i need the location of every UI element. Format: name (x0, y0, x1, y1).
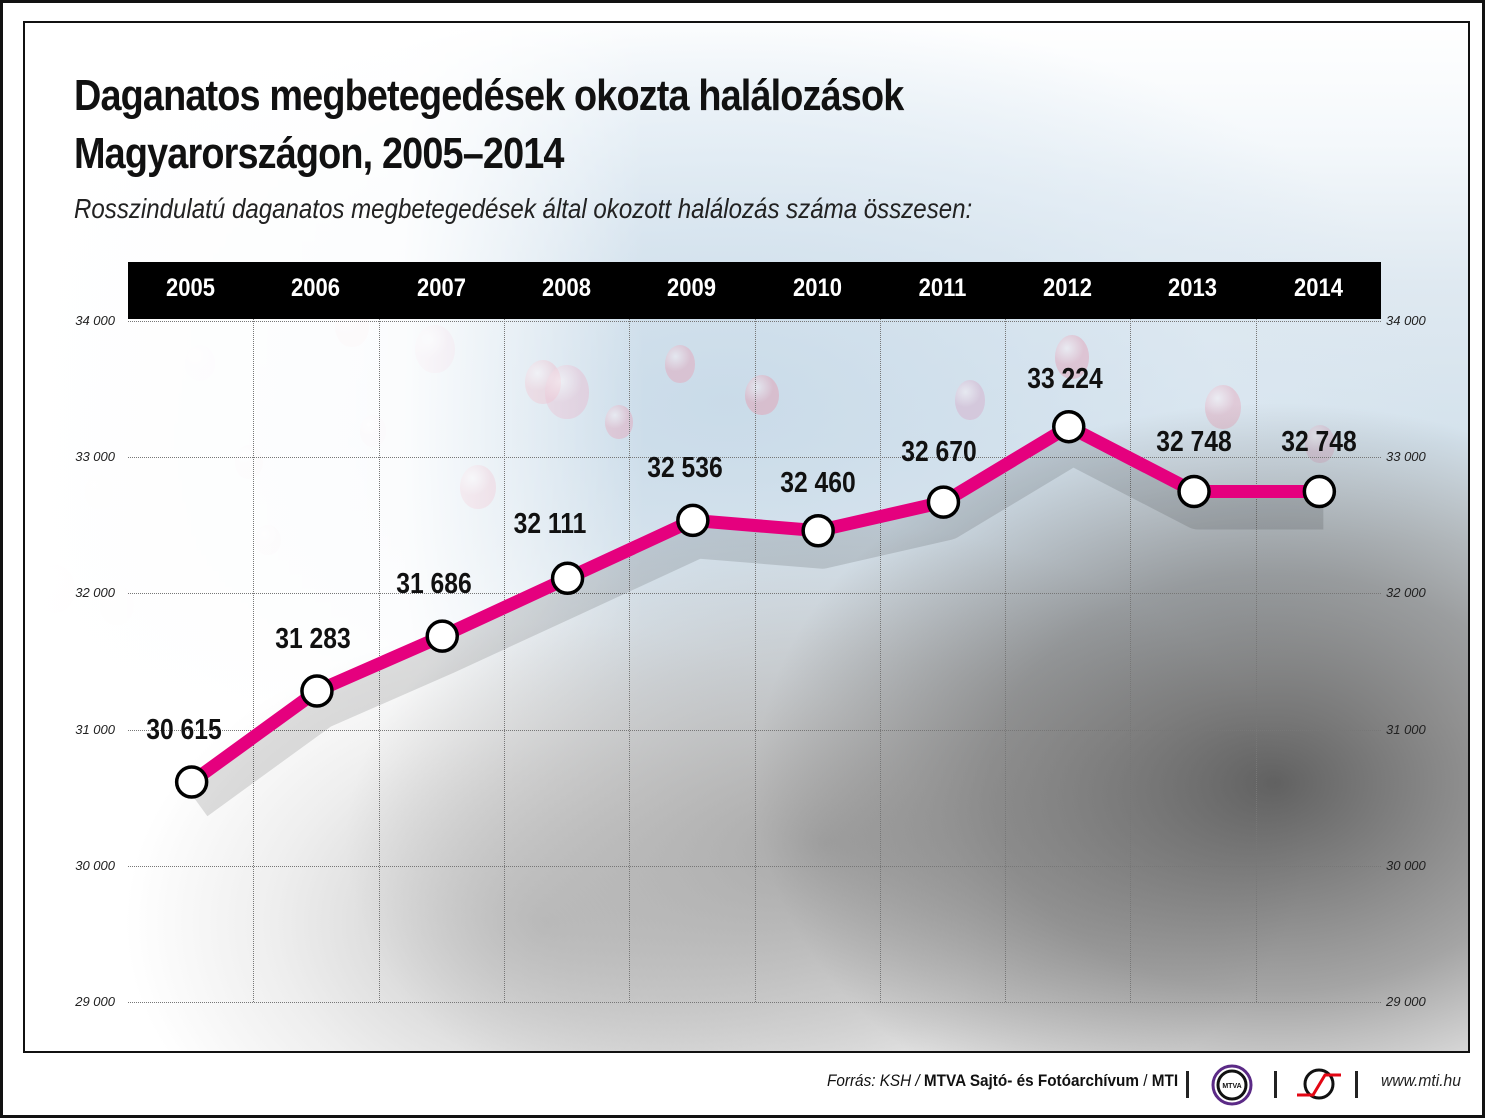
separator-bar (1186, 1071, 1189, 1098)
year-label-2013: 2013 (1168, 274, 1218, 302)
source-separator: / (1138, 1071, 1152, 1090)
website-url[interactable]: www.mti.hu (1381, 1071, 1461, 1090)
y-tick-label-right: 33 000 (1386, 449, 1426, 465)
y-tick-label-right: 31 000 (1386, 721, 1426, 737)
data-label-2009: 32 536 (647, 452, 723, 485)
y-tick-label-left: 30 000 (75, 857, 115, 873)
year-label-2014: 2014 (1293, 274, 1343, 302)
data-point-2008[interactable] (550, 561, 585, 596)
data-line (187, 419, 1320, 788)
data-label-2012: 33 224 (1027, 362, 1103, 395)
data-point-2007[interactable] (425, 619, 459, 653)
v-gridline (629, 319, 631, 1002)
y-tick-label-left: 32 000 (75, 585, 115, 601)
svg-text:MTVA: MTVA (1222, 1083, 1241, 1090)
data-label-2014: 32 748 (1281, 425, 1358, 458)
y-tick-label-left: 34 000 (75, 313, 115, 328)
x-axis-year-bar: 2005 2006 2007 2008 2009 2010 2011 2012 2013 2014 (128, 262, 1381, 319)
separator-bar (1274, 1071, 1277, 1098)
data-label-2006: 31 283 (275, 623, 351, 656)
data-point-2009[interactable] (676, 503, 710, 538)
data-point-2014[interactable] (1302, 474, 1337, 509)
surgery-photo-background (25, 23, 1468, 1051)
y-tick-label-left: 33 000 (75, 449, 115, 465)
y-tick-label-left: 29 000 (75, 994, 115, 1009)
y-tick-label-left: 31 000 (75, 721, 115, 737)
source-mti: MTI (1151, 1071, 1178, 1090)
mti-logo-icon (1297, 1068, 1341, 1100)
data-point-2006[interactable] (300, 674, 334, 708)
year-label-2012: 2012 (1043, 274, 1093, 302)
data-point-2011[interactable] (926, 485, 961, 519)
source-archive: MTVA Sajtó- és Fotóarchívum (923, 1071, 1139, 1090)
v-gridline (879, 319, 881, 1002)
data-label-2011: 32 670 (901, 436, 978, 469)
separator-bar (1355, 1071, 1358, 1098)
line-plot (174, 409, 1337, 817)
v-gridline (754, 319, 756, 1002)
year-label-2010: 2010 (792, 274, 842, 302)
data-label-2010: 32 460 (780, 466, 856, 499)
data-point-2013[interactable] (1177, 474, 1211, 509)
y-tick-label-right: 34 000 (1386, 313, 1426, 328)
year-label-2005: 2005 (166, 274, 215, 302)
v-gridline (253, 319, 255, 1002)
y-tick-label-right: 30 000 (1386, 857, 1426, 873)
source-prefix: Forrás: KSH / (826, 1071, 924, 1090)
year-label-2009: 2009 (667, 274, 717, 302)
v-gridline (1130, 319, 1132, 1002)
title-line-2: Magyarországon, 2005–2014 (74, 129, 564, 178)
chart-subtitle: Rosszindulatú daganatos megbetegedések á… (74, 193, 973, 224)
chart-title: Daganatos megbetegedések okozta halálozá… (74, 67, 1106, 183)
year-label-2008: 2008 (541, 274, 591, 302)
year-label-2011: 2011 (918, 274, 967, 302)
v-gridline (1255, 319, 1257, 1002)
mtva-logo-icon: MTVA (1211, 1064, 1253, 1106)
chart-panel: Daganatos megbetegedések okozta halálozá… (23, 21, 1470, 1053)
data-label-2005: 30 615 (145, 714, 222, 747)
line-shadow (183, 424, 1324, 817)
data-label-2008: 32 111 (513, 508, 586, 541)
data-label-2013: 32 748 (1156, 425, 1232, 458)
y-tick-label-right: 32 000 (1386, 585, 1426, 601)
year-label-2006: 2006 (291, 274, 341, 302)
title-line-1: Daganatos megbetegedések okozta halálozá… (74, 71, 904, 120)
data-point-2010[interactable] (801, 513, 835, 548)
y-tick-label-right: 29 000 (1386, 994, 1426, 1009)
h-gridline (128, 1002, 1381, 1003)
data-point-2005[interactable] (174, 765, 209, 799)
data-label-2007: 31 686 (396, 568, 472, 601)
source-credit: Forrás: KSH / MTVA Sajtó- és Fotóarchívu… (827, 1071, 1178, 1091)
data-point-2012[interactable] (1052, 409, 1086, 444)
year-label-2007: 2007 (416, 274, 466, 302)
v-gridline (1005, 319, 1007, 1002)
v-gridline (503, 319, 505, 1002)
footer: Forrás: KSH / MTVA Sajtó- és Fotóarchívu… (3, 1064, 1485, 1106)
